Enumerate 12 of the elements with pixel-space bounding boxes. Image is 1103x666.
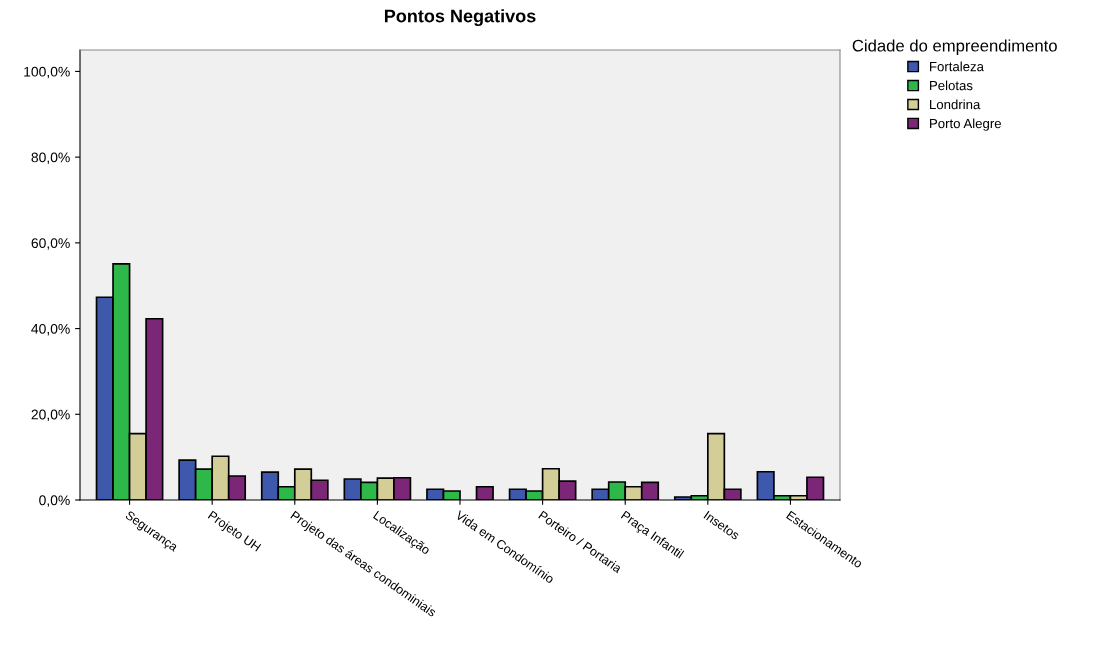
y-tick-label: 60,0% xyxy=(31,238,70,250)
legend-label: Porto Alegre xyxy=(930,118,1001,131)
y-tick-label: 0,0% xyxy=(39,495,70,507)
y-tick-label: 40,0% xyxy=(31,323,70,336)
legend-title: Cidade do empreendimento xyxy=(852,39,1057,55)
y-tick-label: 80,0% xyxy=(31,152,70,164)
legend-label: Pelotas xyxy=(930,80,973,91)
chart-title: Pontos Negativos xyxy=(384,9,536,27)
y-tick-label: 20,0% xyxy=(31,409,70,422)
legend-label: Londrina xyxy=(930,99,981,110)
legend-label: Fortaleza xyxy=(930,61,984,72)
y-tick-label: 100,0% xyxy=(24,66,70,79)
